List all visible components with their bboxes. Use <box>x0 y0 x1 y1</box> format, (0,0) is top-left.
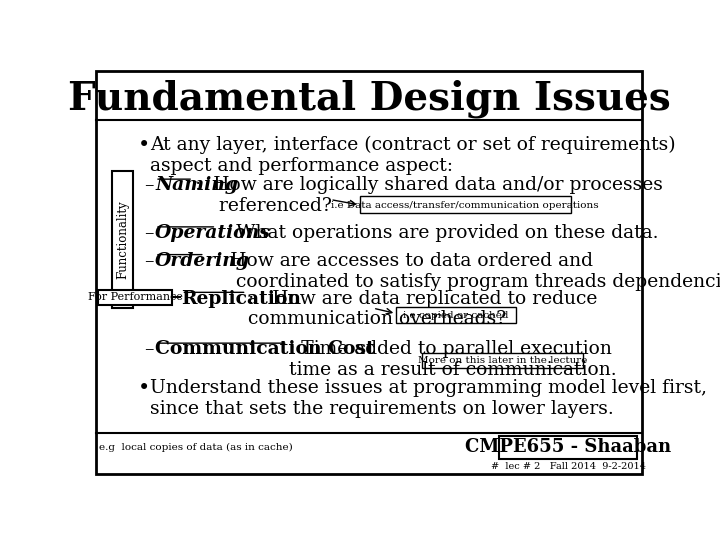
Bar <box>360 197 570 213</box>
Bar <box>499 436 637 459</box>
Text: Naming: Naming <box>155 177 238 194</box>
Text: :   How are data replicated to reduce
communication overheads?: : How are data replicated to reduce comm… <box>248 289 598 328</box>
Text: –: – <box>144 177 154 194</box>
Text: Communication Cost: Communication Cost <box>155 340 375 359</box>
Text: CMPE655 - Shaaban: CMPE655 - Shaaban <box>465 438 671 456</box>
Text: :   How are accesses to data ordered and
     coordinated to satisfy program thr: : How are accesses to data ordered and c… <box>206 252 720 291</box>
Text: : Time added to parallel execution
time as a result of communication.: : Time added to parallel execution time … <box>289 340 617 379</box>
Text: •: • <box>138 136 150 154</box>
Text: –: – <box>144 252 154 270</box>
Text: •: • <box>138 379 150 398</box>
Text: Understand these issues at programming model level first,
since that sets the re: Understand these issues at programming m… <box>150 379 708 418</box>
Text: Fundamental Design Issues: Fundamental Design Issues <box>68 79 670 118</box>
Text: Functionality: Functionality <box>116 200 129 279</box>
Text: For Performance: For Performance <box>88 292 182 302</box>
Text: More on this later in the lecture: More on this later in the lecture <box>418 356 587 365</box>
Text: –: – <box>144 340 154 359</box>
Text: :  What operations are provided on these data.: : What operations are provided on these … <box>218 224 658 242</box>
Text: i.e copied or cached: i.e copied or cached <box>403 310 508 320</box>
Bar <box>422 353 583 368</box>
Text: –: – <box>144 224 154 242</box>
Text: Operations: Operations <box>155 224 271 242</box>
Bar <box>112 171 133 308</box>
Text: i.e Data access/transfer/communication operations: i.e Data access/transfer/communication o… <box>331 201 599 210</box>
Text: #  lec # 2   Fall 2014  9-2-2014: # lec # 2 Fall 2014 9-2-2014 <box>490 462 646 471</box>
Bar <box>98 289 172 305</box>
Text: Ordering: Ordering <box>155 252 250 270</box>
Text: :  How are logically shared data and/or processes
    referenced?: : How are logically shared data and/or p… <box>194 177 662 215</box>
Text: Replication: Replication <box>181 289 302 308</box>
Bar <box>396 307 516 323</box>
Text: At any layer, interface (contract or set of requirements)
aspect and performance: At any layer, interface (contract or set… <box>150 136 676 175</box>
Text: e.g  local copies of data (as in cache): e.g local copies of data (as in cache) <box>99 443 293 452</box>
